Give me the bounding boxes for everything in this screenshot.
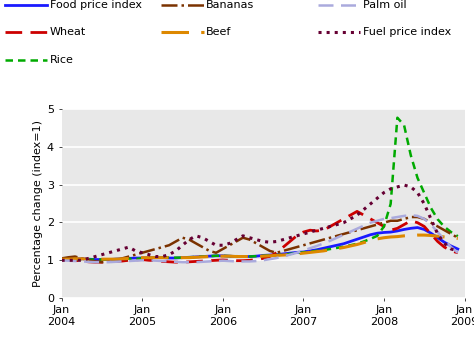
Text: Food price index: Food price index: [50, 0, 142, 10]
Text: Rice: Rice: [50, 55, 73, 65]
Text: Palm oil: Palm oil: [363, 0, 406, 10]
Text: Bananas: Bananas: [206, 0, 255, 10]
Text: Beef: Beef: [206, 27, 232, 38]
Y-axis label: Percentage change (index=1): Percentage change (index=1): [33, 120, 43, 287]
Text: Fuel price index: Fuel price index: [363, 27, 451, 38]
Text: Wheat: Wheat: [50, 27, 86, 38]
